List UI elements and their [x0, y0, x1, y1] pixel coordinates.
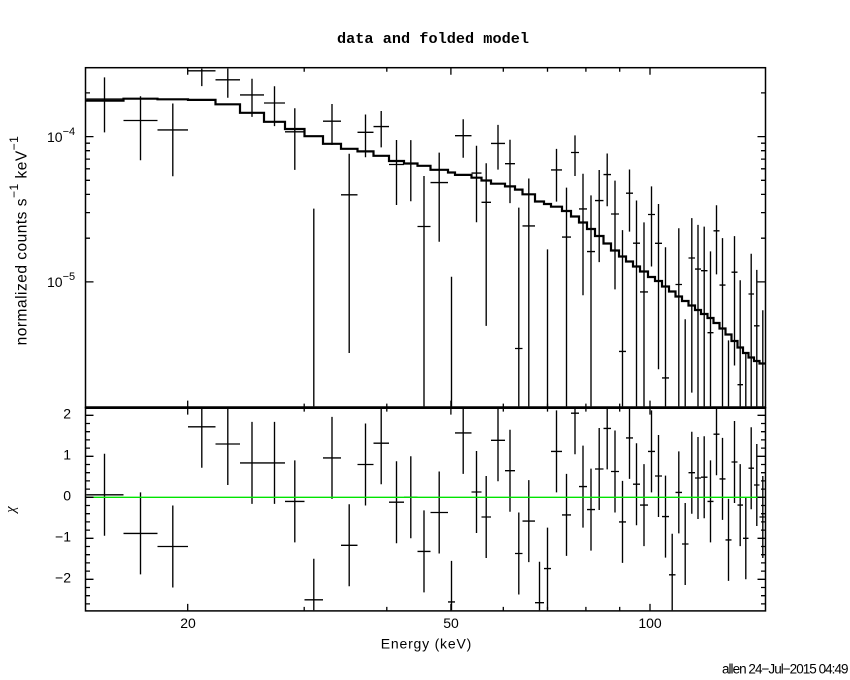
svg-text:50: 50: [443, 615, 459, 631]
svg-text:allen 24−Jul−2015 04:49: allen 24−Jul−2015 04:49: [722, 662, 849, 677]
svg-text:χ: χ: [3, 506, 19, 515]
svg-text:0: 0: [63, 488, 71, 504]
svg-text:1: 1: [63, 447, 71, 463]
svg-text:20: 20: [180, 615, 196, 631]
svg-text:−2: −2: [55, 570, 71, 586]
svg-text:−1: −1: [55, 529, 71, 545]
svg-text:100: 100: [638, 615, 662, 631]
svg-text:data and folded model: data and folded model: [337, 30, 529, 48]
svg-text:2: 2: [63, 406, 71, 422]
svg-text:Energy (keV): Energy (keV): [381, 636, 472, 652]
